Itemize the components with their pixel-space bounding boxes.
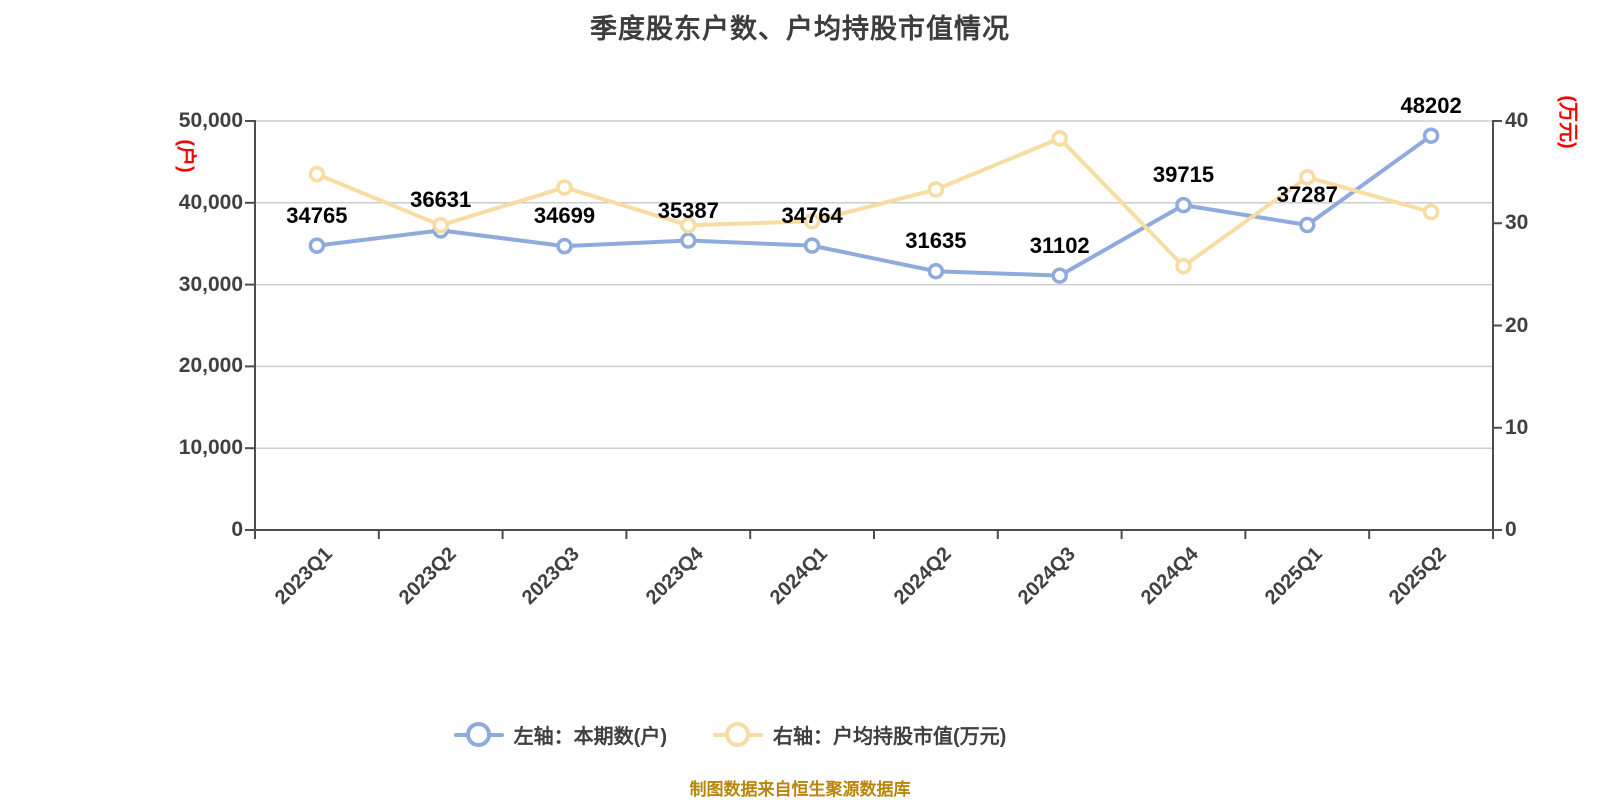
right-axis-tick-label: 10 [1505,415,1529,439]
data-point-1 [556,179,573,196]
left-axis-tick-label: 30,000 [178,272,243,296]
line-series-marker-icon [713,721,763,749]
legend-item-shareholder-count[interactable]: 左轴：本期数(户) [453,720,667,749]
data-point-0 [680,232,697,249]
data-point-0 [308,237,326,254]
legend-label: 左轴：本期数(户) [513,726,667,748]
data-point-1 [680,217,697,234]
point-value-label: 31102 [1029,232,1090,258]
point-value-label: 36631 [410,187,472,213]
point-value-label: 31635 [905,228,967,254]
data-point-0 [1051,267,1068,284]
data-point-1 [1422,203,1440,221]
data-point-1 [927,181,945,198]
right-axis-tick-label: 20 [1505,313,1529,337]
data-point-0 [927,262,945,280]
line-series-marker-icon [453,721,504,749]
data-point-0 [1175,196,1192,214]
point-value-label: 35387 [657,197,719,223]
point-value-label: 34764 [781,202,843,228]
data-point-1 [432,217,449,234]
right-axis-tick-label: 0 [1505,518,1517,541]
source-note: 制图数据来自恒生聚源数据库 [689,780,911,799]
point-value-label: 39715 [1152,162,1215,188]
right-axis-tick-label: 30 [1505,211,1529,235]
left-axis-tick-label: 0 [231,518,243,541]
left-axis-tick-label: 20,000 [178,354,243,378]
point-value-label: 34699 [533,203,596,229]
data-point-1 [1299,168,1316,186]
left-axis-tick-label: 40,000 [178,190,243,214]
data-point-1 [308,165,326,183]
legend: 左轴：本期数(户) 右轴：户均持股市值(万元) [0,720,1530,749]
legend-item-avg-holding-value[interactable]: 右轴：户均持股市值(万元) [713,720,1006,749]
data-point-1 [803,212,821,230]
data-point-0 [1299,216,1316,234]
series-line-1 [314,136,1434,269]
data-point-0 [803,237,821,254]
legend-circle-blue [465,721,491,747]
left-axis-tick-label: 50,000 [178,109,243,132]
legend-circle-yellow [725,721,750,747]
point-value-label: 37287 [1276,181,1338,207]
point-value-label: 34765 [286,202,348,228]
legend-label: 右轴：户均持股市值(万元) [773,726,1007,748]
data-point-1 [1051,130,1068,147]
series-line-0 [314,133,1434,278]
chart-title: 季度股东户数、户均持股市值情况 [590,14,1010,44]
data-point-0 [556,237,573,255]
right-axis-tick-label: 40 [1505,109,1529,132]
point-value-label: 48202 [1400,92,1462,118]
left-axis-tick-label: 10,000 [178,436,243,460]
data-point-0 [1422,127,1440,144]
data-point-1 [1175,257,1192,275]
